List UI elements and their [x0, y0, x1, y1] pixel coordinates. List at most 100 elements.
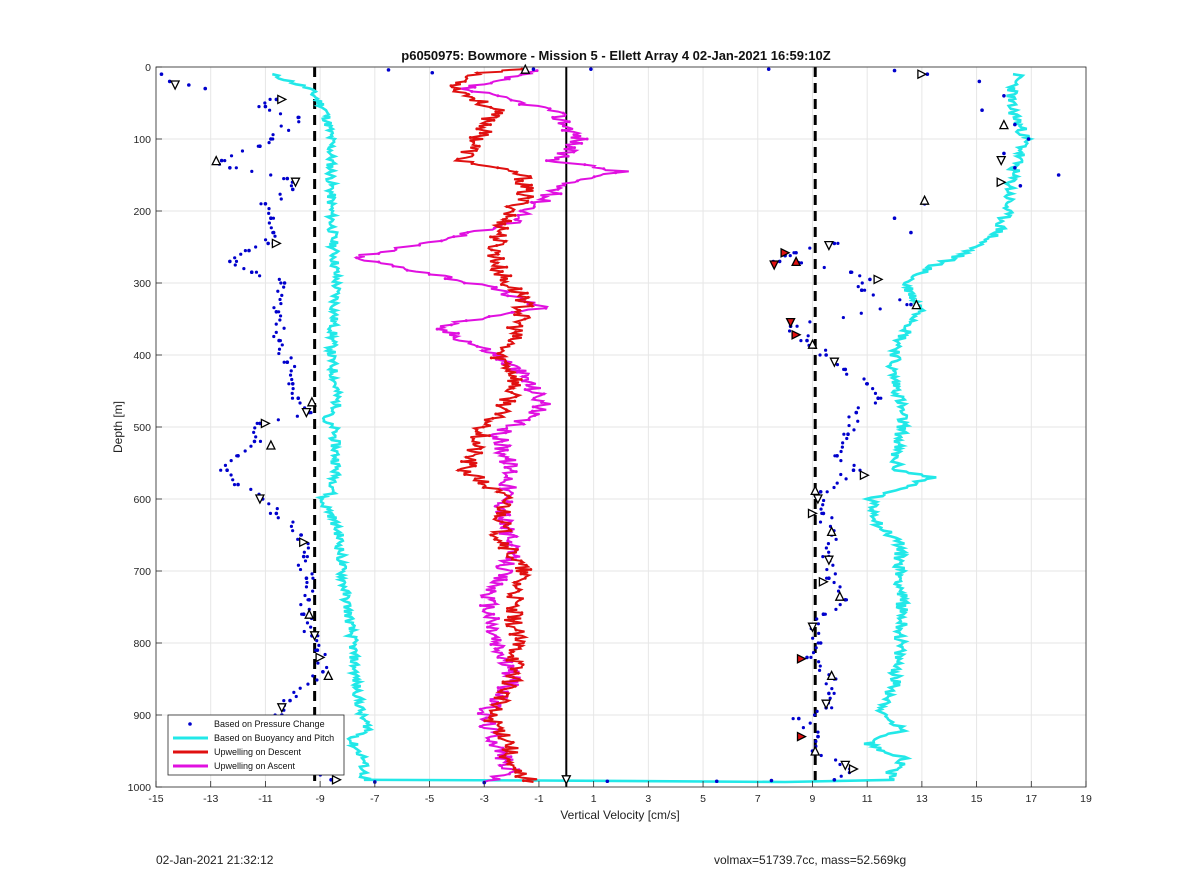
descent-point: [507, 339, 511, 343]
ascent-point: [480, 349, 484, 353]
descent-point: [496, 507, 500, 511]
ascent-point: [560, 128, 564, 132]
triangle-marker: [919, 194, 930, 205]
pressure-point: [839, 459, 843, 463]
pressure-point: [834, 758, 838, 762]
ascent-point: [462, 281, 466, 285]
pressure-point: [297, 115, 301, 119]
pressure-point: [321, 670, 325, 674]
pressure-point: [892, 68, 897, 73]
descent-point: [468, 136, 472, 140]
descent-point: [502, 524, 506, 528]
pressure-point: [304, 585, 309, 589]
legend-label-descent: Upwelling on Descent: [214, 747, 302, 757]
pressure-point: [271, 137, 275, 141]
descent-point: [505, 693, 509, 697]
pressure-point: [818, 490, 823, 494]
pressure-point: [812, 713, 817, 717]
descent-point: [506, 326, 510, 330]
pressure-point: [259, 202, 263, 206]
pressure-point: [282, 281, 287, 285]
pressure-point: [277, 310, 281, 314]
pressure-point: [231, 478, 235, 482]
descent-point: [494, 412, 498, 416]
ascent-point: [500, 582, 504, 586]
descent-point: [512, 619, 516, 623]
pressure-point: [299, 533, 303, 537]
pressure-point: [309, 625, 313, 629]
descent-point: [529, 183, 533, 187]
descent-point: [495, 403, 499, 407]
ascent-point: [492, 776, 496, 780]
descent-point: [490, 248, 494, 252]
descent-point: [488, 123, 492, 127]
ascent-point: [506, 539, 510, 543]
pressure-point: [821, 555, 825, 559]
descent-point: [491, 416, 495, 420]
pressure-point: [285, 360, 290, 365]
x-tick-label: 7: [755, 793, 761, 805]
descent-point: [495, 490, 499, 494]
pressure-point: [811, 636, 815, 640]
x-tick-label: 19: [1080, 793, 1092, 805]
pressure-point: [817, 631, 821, 636]
pressure-point: [242, 267, 246, 271]
pressure-point: [276, 289, 280, 293]
descent-point: [508, 503, 512, 507]
descent-point: [525, 187, 529, 191]
pressure-point: [277, 351, 281, 356]
descent-point: [470, 161, 474, 165]
ascent-point: [439, 239, 443, 243]
triangle-marker: [265, 439, 276, 450]
triangle-marker: [821, 699, 832, 710]
descent-point: [505, 369, 509, 373]
descent-point: [504, 239, 508, 243]
pressure-point: [219, 468, 223, 472]
pressure-point: [278, 314, 283, 318]
ascent-point: [532, 205, 536, 209]
pressure-point: [795, 324, 799, 328]
descent-point: [514, 330, 518, 334]
pressure-point: [817, 660, 821, 664]
pressure-point: [852, 463, 856, 467]
ascent-point: [519, 209, 523, 213]
descent-point: [520, 179, 524, 183]
descent-point: [466, 92, 470, 96]
pressure-point: [898, 298, 902, 302]
pressure-point: [243, 449, 247, 453]
triangle-marker: [323, 669, 334, 681]
y-tick-label: 700: [133, 566, 151, 578]
descent-point: [516, 589, 520, 593]
descent-point: [456, 468, 460, 472]
ascent-point: [576, 179, 580, 183]
descent-point: [478, 131, 482, 135]
pressure-point: [838, 585, 842, 589]
descent-point: [514, 774, 518, 778]
pressure-point: [236, 482, 240, 487]
pressure-point: [1013, 122, 1017, 127]
pressure-point: [263, 202, 268, 206]
descent-point: [463, 79, 467, 83]
pressure-point: [822, 265, 826, 270]
descent-point: [504, 360, 508, 364]
pressure-point: [847, 415, 851, 419]
pressure-point: [818, 664, 822, 668]
pressure-point: [268, 97, 272, 101]
ascent-point: [510, 569, 514, 573]
descent-point: [514, 602, 518, 606]
pressure-point: [824, 682, 828, 686]
ascent-point: [541, 196, 545, 200]
descent-point: [516, 671, 520, 675]
pressure-point: [279, 197, 283, 201]
pressure-point: [276, 516, 280, 520]
descent-point: [493, 537, 497, 541]
descent-point: [496, 352, 500, 356]
pressure-point: [820, 511, 824, 515]
descent-point: [500, 269, 504, 273]
triangle-marker: [911, 299, 922, 310]
triangle-marker: [271, 238, 282, 249]
pressure-point: [830, 706, 834, 710]
descent-point: [511, 654, 515, 658]
y-tick-label: 600: [133, 494, 151, 506]
pressure-point: [291, 187, 295, 191]
